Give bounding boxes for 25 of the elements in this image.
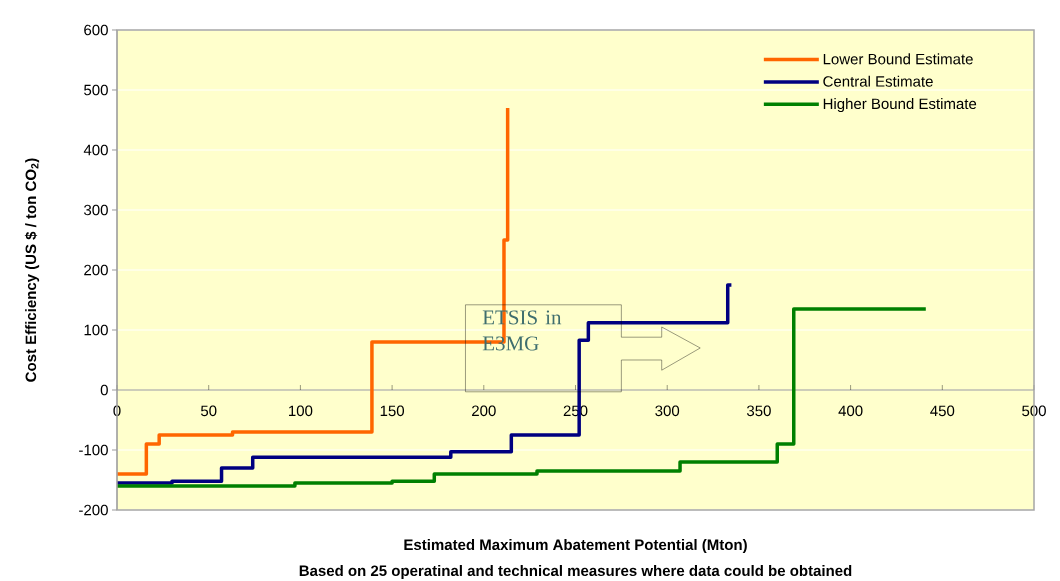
x-axis-title: Estimated Maximum Abatement Potential (Mton) <box>404 539 747 553</box>
y-tick-label: -100 <box>79 444 108 456</box>
legend-label: Central Estimate <box>823 75 933 87</box>
x-tick-label: 150 <box>380 405 405 417</box>
x-tick-label: 50 <box>200 405 217 417</box>
x-tick-label: 450 <box>930 405 955 417</box>
y-tick-label: 600 <box>84 24 108 36</box>
x-tick-label: 200 <box>472 405 496 417</box>
y-axis-title: Cost Efficiency (US $ / ton CO$_{2}$) <box>24 158 40 382</box>
x-tick-label: 100 <box>289 405 313 417</box>
y-tick-label: 400 <box>83 144 108 156</box>
y-tick-label: -200 <box>79 504 108 516</box>
y-tick-label: 100 <box>84 324 108 336</box>
y-tick-label: 500 <box>84 84 108 96</box>
x-tick-label: 0 <box>113 405 121 417</box>
x-tick-label: 350 <box>746 405 771 417</box>
x-tick-label: 500 <box>1022 405 1046 417</box>
x-tick-label: 400 <box>838 405 863 417</box>
legend-label: Higher Bound Estimate <box>823 98 977 113</box>
y-tick-label: 0 <box>100 384 108 396</box>
legend-label: Lower Bound Estimate <box>823 53 973 65</box>
x-tick-label: 300 <box>655 405 680 417</box>
y-tick-label: 200 <box>84 264 108 276</box>
text: Based on 25 operatinal and technical measures where data could be obtained <box>299 565 852 579</box>
y-tick-label: 300 <box>84 204 108 216</box>
